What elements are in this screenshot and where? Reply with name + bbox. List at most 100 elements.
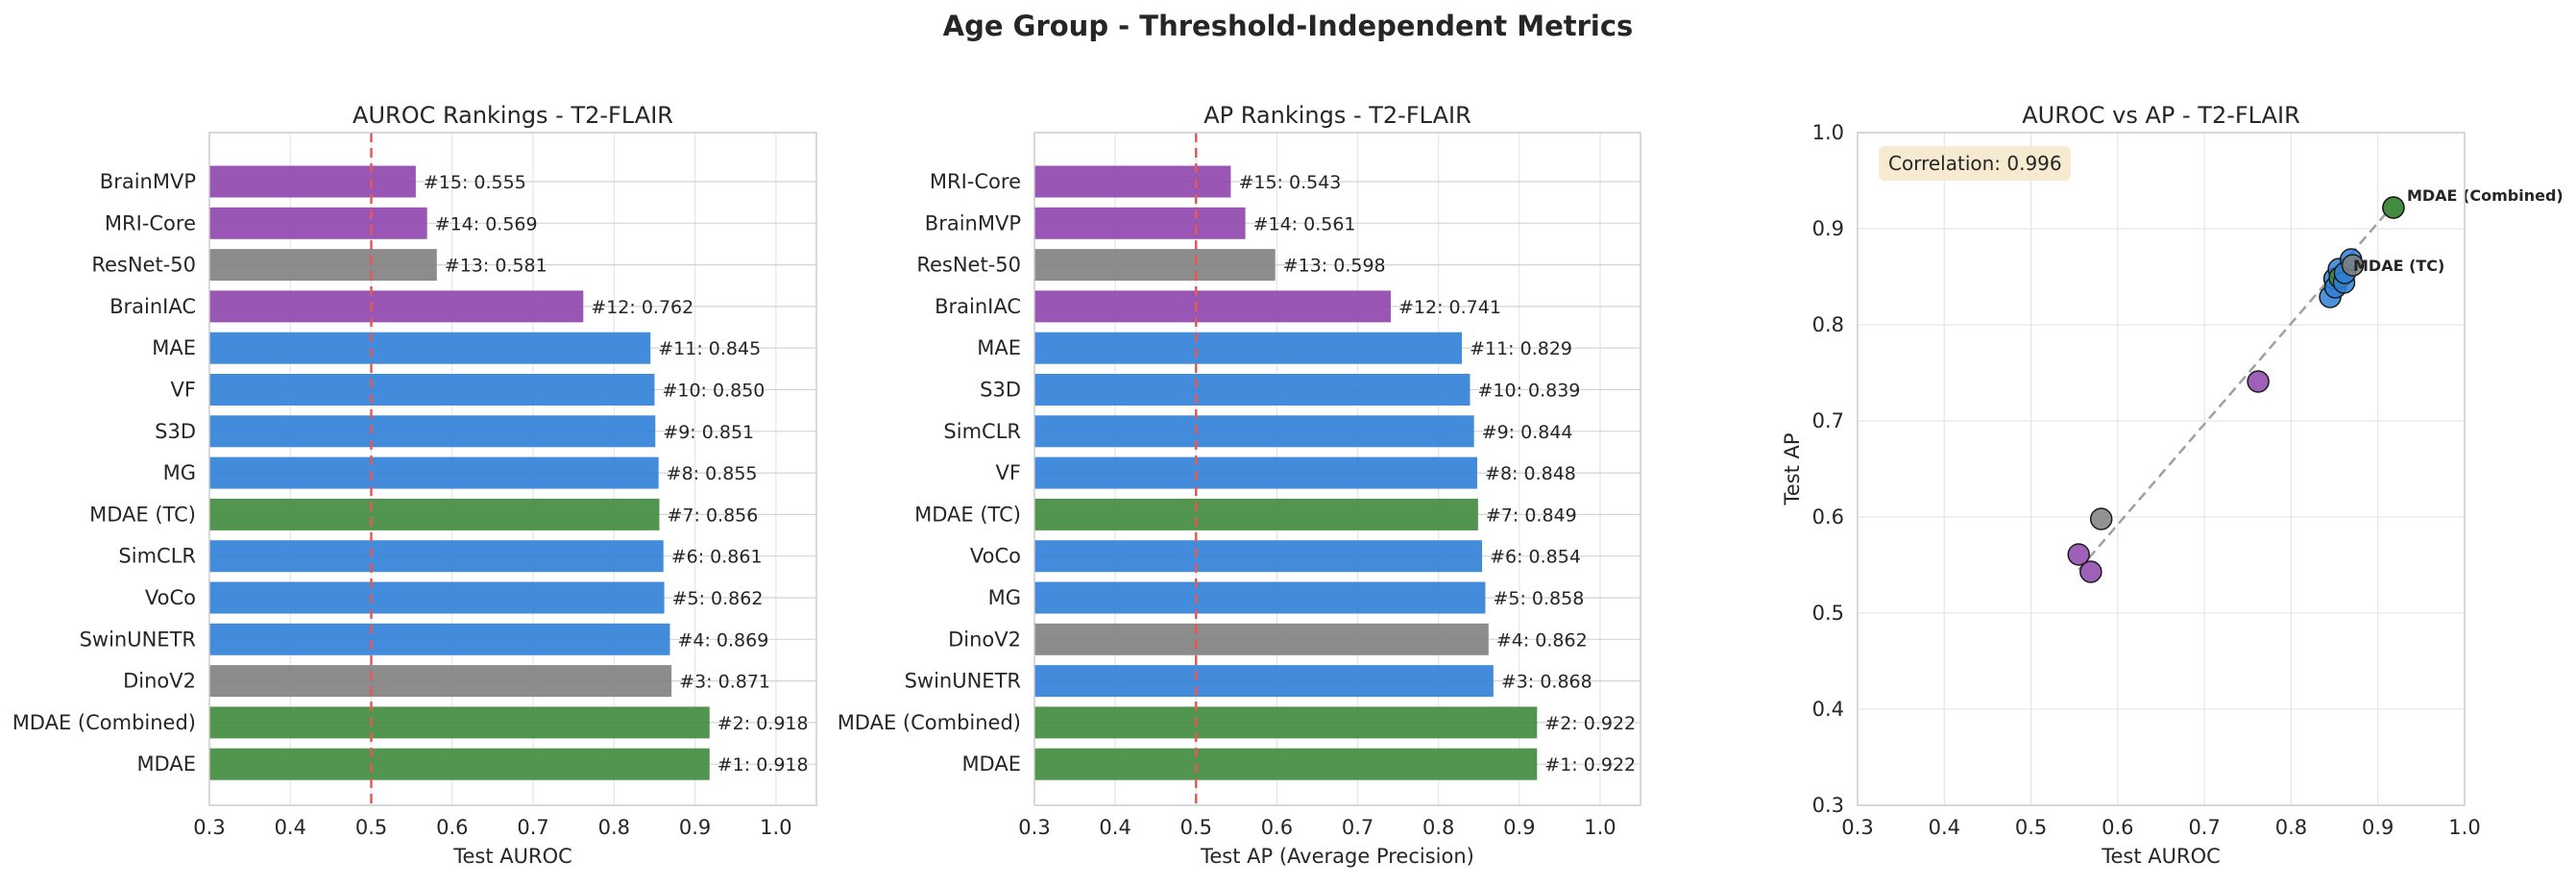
data-label: #1: 0.918 xyxy=(717,754,809,776)
y-tick-label: MAE xyxy=(152,336,196,359)
data-label: #2: 0.922 xyxy=(1544,713,1636,734)
x-tick-label: 1.0 xyxy=(2448,816,2480,839)
x-tick-label: 0.9 xyxy=(1503,816,1535,839)
y-tick-label: MDAE (TC) xyxy=(914,503,1021,526)
x-tick-label: 0.9 xyxy=(679,816,711,839)
x-tick-label: 0.4 xyxy=(1099,816,1130,839)
annotation-box xyxy=(1879,146,2071,181)
x-tick-label: 0.9 xyxy=(2362,816,2394,839)
data-label: #6: 0.854 xyxy=(1490,547,1581,568)
bar-dinov2 xyxy=(209,665,672,698)
y-tick-label: 1.0 xyxy=(1812,121,1844,144)
y-tick-label: 0.8 xyxy=(1812,313,1844,336)
data-label: #8: 0.848 xyxy=(1485,463,1576,484)
x-tick-label: 0.7 xyxy=(2188,816,2220,839)
y-tick-label: 0.4 xyxy=(1812,698,1844,721)
data-label: #12: 0.762 xyxy=(591,297,693,318)
bar-brainmvp xyxy=(1034,207,1246,239)
panel-title: AUROC vs AP - T2-FLAIR xyxy=(2022,102,2300,129)
bar-mri-core xyxy=(1034,165,1231,198)
y-tick-label: MDAE xyxy=(136,752,196,776)
bar-brainmvp xyxy=(209,165,416,198)
y-tick-label: VF xyxy=(996,461,1021,484)
x-tick-label: 1.0 xyxy=(1584,816,1616,839)
data-label: #11: 0.829 xyxy=(1470,338,1572,359)
x-tick-label: 0.6 xyxy=(436,816,468,839)
y-tick-label: VoCo xyxy=(970,545,1021,568)
y-tick-label: SimCLR xyxy=(943,420,1021,443)
y-tick-label: S3D xyxy=(980,379,1021,402)
x-tick-label: 0.8 xyxy=(598,816,630,839)
data-label: #5: 0.862 xyxy=(672,588,764,609)
data-label: #8: 0.855 xyxy=(667,463,758,484)
data-label: #7: 0.856 xyxy=(668,505,759,526)
y-tick-label: MRI-Core xyxy=(930,170,1021,193)
x-tick-label: 0.4 xyxy=(275,816,306,839)
data-label: #14: 0.569 xyxy=(435,213,538,234)
bar-resnet-50 xyxy=(1034,249,1276,282)
x-tick-label: 0.6 xyxy=(1261,816,1293,839)
point-mri-core xyxy=(2079,560,2102,583)
bar-swinunetr xyxy=(1034,665,1494,698)
data-label: #10: 0.850 xyxy=(662,381,765,402)
bar-simclr xyxy=(1034,415,1474,448)
bar-mdae-tc- xyxy=(209,498,660,530)
axes-frame xyxy=(208,132,817,806)
data-label: #6: 0.861 xyxy=(671,547,763,568)
data-label: #2: 0.918 xyxy=(717,713,809,734)
y-tick-label: MDAE (TC) xyxy=(89,503,196,526)
y-axis-label: Test AP xyxy=(1781,432,1804,505)
point-brainiac xyxy=(2247,370,2270,393)
bar-mdae-combined- xyxy=(209,706,710,739)
point-mdae xyxy=(2382,196,2405,219)
bar-voco xyxy=(1034,540,1483,573)
y-tick-label: 0.5 xyxy=(1812,602,1844,625)
x-tick-label: 0.3 xyxy=(193,816,225,839)
correlation-annotation: Correlation: 0.996 xyxy=(1888,152,2062,175)
bar-swinunetr xyxy=(209,623,670,655)
data-label: #3: 0.871 xyxy=(679,672,770,693)
data-label: #3: 0.868 xyxy=(1501,672,1592,693)
y-tick-label: BrainIAC xyxy=(935,295,1021,318)
x-tick-label: 0.5 xyxy=(355,816,387,839)
y-tick-label: BrainIAC xyxy=(109,295,196,318)
data-label: #7: 0.849 xyxy=(1486,505,1577,526)
data-label: #15: 0.555 xyxy=(424,172,526,193)
x-tick-label: 0.5 xyxy=(1180,816,1212,839)
x-tick-label: 0.5 xyxy=(2015,816,2047,839)
bar-mdae-tc- xyxy=(1034,498,1478,530)
y-tick-label: SimCLR xyxy=(118,545,196,568)
y-tick-label: 0.3 xyxy=(1812,794,1844,817)
data-label: #9: 0.851 xyxy=(663,422,754,443)
point-dinov2 xyxy=(2341,254,2365,277)
data-label: #12: 0.741 xyxy=(1398,297,1501,318)
point-resnet-50 xyxy=(2089,507,2113,530)
x-tick-label: 0.7 xyxy=(517,816,548,839)
y-tick-label: MG xyxy=(163,461,196,484)
x-tick-label: 0.6 xyxy=(2102,816,2133,839)
bar-s3d xyxy=(1034,374,1470,406)
data-label: #1: 0.922 xyxy=(1544,754,1636,776)
data-label: #5: 0.858 xyxy=(1493,588,1584,609)
bar-resnet-50 xyxy=(209,249,437,282)
y-tick-label: 0.7 xyxy=(1812,409,1844,432)
bar-brainiac xyxy=(209,290,584,323)
panel-title: AP Rankings - T2-FLAIR xyxy=(1203,102,1471,129)
axes-frame xyxy=(1857,132,2466,806)
data-label: #13: 0.581 xyxy=(445,256,547,277)
bar-mdae xyxy=(1034,748,1538,780)
x-axis-label: Test AUROC xyxy=(452,845,572,868)
bar-vf xyxy=(209,374,655,406)
x-tick-label: 0.7 xyxy=(1342,816,1373,839)
y-tick-label: S3D xyxy=(155,420,196,443)
data-label: #4: 0.869 xyxy=(677,629,768,651)
scatter-panel: MDAE (Combined) MDAE (TC) Correlation: 0.9… xyxy=(1781,102,2564,868)
x-tick-label: 0.3 xyxy=(1018,816,1050,839)
x-tick-label: 0.8 xyxy=(1422,816,1454,839)
point-label: MDAE (Combined) xyxy=(2407,186,2564,205)
y-tick-label: BrainMVP xyxy=(925,211,1021,234)
y-tick-label: BrainMVP xyxy=(100,170,196,193)
y-tick-label: SwinUNETR xyxy=(905,670,1021,693)
x-tick-label: 1.0 xyxy=(760,816,791,839)
